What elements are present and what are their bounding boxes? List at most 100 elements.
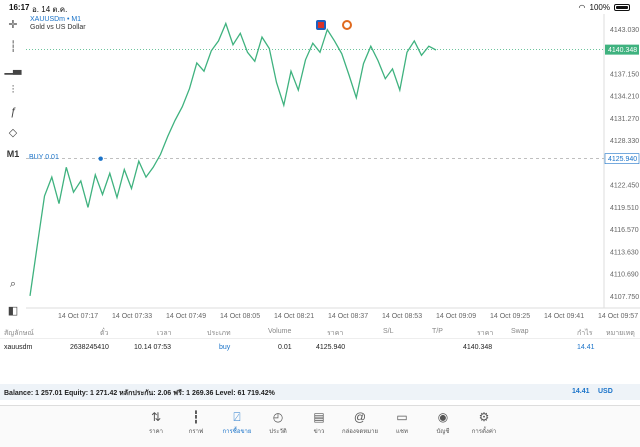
row-time: 10.14 07:53: [134, 344, 171, 351]
col-sl: S/L: [383, 328, 394, 335]
indicators-icon[interactable]: ⫶: [11, 83, 15, 96]
status-date: อ. 14 ต.ค.: [32, 5, 68, 14]
timeframe-m1[interactable]: M1: [6, 149, 20, 159]
tab-quotes-label: ราคา: [149, 429, 163, 435]
y-tick-label: 4137.150: [610, 71, 639, 78]
symbol-title: XAUUSDm • M1: [30, 16, 82, 23]
x-tick-label: 14 Oct 08:05: [220, 313, 260, 320]
zoom-icon[interactable]: ⌕: [9, 277, 17, 290]
battery-icon: [614, 4, 630, 11]
broker-badge-icon[interactable]: [316, 20, 326, 30]
y-tick-label: 4116.570: [610, 227, 639, 234]
tab-account-label: บัญชี: [436, 429, 450, 435]
balance-summary: Balance: 1 257.01 Equity: 1 271.42 หลักป…: [4, 390, 275, 397]
status-right: ◠ 100%: [579, 3, 630, 12]
table-header: สัญลักษณ์ ตั๋ว เวลา ประเภท Volume ราคา S…: [0, 324, 640, 339]
history-icon: ◴: [272, 410, 284, 424]
tab-news-label: ข่าว: [313, 429, 325, 435]
buy-position-label: BUY 0.01: [29, 154, 59, 161]
account-icon: ◉: [437, 410, 449, 424]
x-tick-label: 14 Oct 07:33: [112, 313, 152, 320]
balance-bar: Balance: 1 257.01 Equity: 1 271.42 หลักป…: [0, 384, 640, 400]
col-current-price: ราคา: [477, 330, 494, 337]
y-tick-label: 4131.270: [610, 116, 639, 123]
objects-icon[interactable]: ◇: [8, 126, 18, 139]
buy-price-text: 4125.940: [608, 156, 637, 163]
y-tick-label: 4143.030: [610, 27, 639, 34]
buy-marker: [98, 156, 103, 161]
chart-toolbar: ✛ ┆ ▁▃ ⫶ ƒ ◇ M1 ⌕ ◧: [0, 14, 26, 324]
x-tick-label: 14 Oct 09:41: [544, 313, 584, 320]
positions-table: สัญลักษณ์ ตั๋ว เวลา ประเภท Volume ราคา S…: [0, 324, 640, 357]
tab-chat[interactable]: ▭ แชท: [382, 408, 422, 436]
tab-chat-label: แชท: [396, 429, 408, 435]
tab-trade-label: การซื้อขาย: [222, 429, 252, 435]
col-time: เวลา: [157, 330, 172, 337]
mail-icon: @: [353, 410, 367, 424]
x-tick-label: 14 Oct 08:21: [274, 313, 314, 320]
price-series-line: [29, 21, 437, 296]
col-price: ราคา: [327, 330, 344, 337]
tab-chart-label: กราฟ: [188, 429, 204, 435]
status-bar: 16:17 อ. 14 ต.ค. ◠ 100%: [0, 0, 640, 14]
col-profit: กำไร: [577, 330, 593, 337]
function-icon[interactable]: ƒ: [9, 106, 17, 118]
settings-icon: ⚙: [478, 410, 490, 424]
chart-svg: 4143.030 4137.150 4134.210 4131.270 4128.330…: [26, 14, 640, 320]
total-profit: 14.41: [572, 388, 590, 395]
tab-quotes[interactable]: ⇅ ราคา: [136, 408, 176, 436]
tab-settings-label: การตั้งค่า: [471, 429, 497, 435]
row-symbol: xauusdm: [4, 344, 33, 351]
y-tick-label: 4134.210: [610, 94, 639, 101]
tab-mailbox[interactable]: @ กล่องจดหมาย: [340, 408, 380, 436]
x-tick-label: 14 Oct 07:17: [58, 313, 98, 320]
tab-settings[interactable]: ⚙ การตั้งค่า: [464, 408, 504, 436]
symbol-description: Gold vs US Dollar: [30, 24, 86, 31]
trade-panel-icon[interactable]: ◧: [7, 304, 19, 317]
y-tick-label: 4110.690: [610, 272, 639, 279]
row-ticket: 2638245410: [70, 344, 109, 351]
tab-chart[interactable]: ┇ กราฟ: [176, 408, 216, 436]
y-tick-label: 4122.450: [610, 183, 639, 190]
row-profit: 14.41: [577, 344, 595, 351]
y-tick-label: 4113.630: [610, 249, 639, 256]
col-volume: Volume: [268, 328, 292, 335]
col-ticket: ตั๋ว: [100, 330, 109, 337]
buy-price-tag: [604, 153, 640, 164]
x-tick-label: 14 Oct 08:53: [382, 313, 422, 320]
price-chart[interactable]: 4143.030 4137.150 4134.210 4131.270 4128.330…: [26, 14, 640, 324]
tab-history[interactable]: ◴ ประวัติ: [258, 408, 298, 436]
col-type: ประเภท: [207, 330, 231, 337]
status-time: 16:17: [9, 3, 30, 12]
tab-mailbox-label: กล่องจดหมาย: [341, 429, 379, 435]
x-tick-label: 14 Oct 09:25: [490, 313, 530, 320]
tab-trade[interactable]: ⍁ การซื้อขาย: [217, 408, 257, 436]
x-tick-label: 14 Oct 09:57: [598, 313, 638, 320]
tab-news[interactable]: ▤ ข่าว: [299, 408, 339, 436]
bottom-tab-bar: ⇅ ราคา ┇ กราฟ ⍁ การซื้อขาย ◴ ประวัติ ▤ ข่าว @…: [0, 405, 640, 447]
row-type: buy: [219, 344, 231, 351]
row-volume: 0.01: [278, 344, 292, 351]
row-current-price: 4140.348: [463, 344, 493, 351]
x-tick-label: 14 Oct 09:09: [436, 313, 476, 320]
battery-percent: 100%: [589, 3, 610, 12]
crosshair-icon[interactable]: ✛: [8, 18, 18, 31]
wifi-icon: ◠: [578, 3, 586, 12]
y-tick-label: 4107.750: [610, 294, 639, 301]
row-price: 4125.940: [316, 344, 346, 351]
x-tick-label: 14 Oct 08:37: [328, 313, 368, 320]
tab-account[interactable]: ◉ บัญชี: [423, 408, 463, 436]
tab-history-label: ประวัติ: [269, 429, 287, 435]
chart-icon: ┇: [192, 410, 200, 424]
col-comment: หมายเหตุ: [606, 330, 635, 337]
chat-icon: ▭: [396, 410, 408, 424]
y-tick-label: 4128.330: [610, 138, 639, 145]
signal-badge-icon[interactable]: [342, 20, 352, 30]
table-row[interactable]: xauusdm 2638245410 10.14 07:53 buy 0.01 …: [0, 339, 640, 357]
x-tick-label: 14 Oct 07:49: [166, 313, 206, 320]
profit-currency: USD: [598, 388, 613, 395]
col-tp: T/P: [432, 328, 443, 335]
y-tick-label: 4119.510: [610, 205, 639, 212]
candles-icon[interactable]: ┆: [9, 40, 17, 53]
bars-icon[interactable]: ▁▃: [4, 62, 22, 75]
